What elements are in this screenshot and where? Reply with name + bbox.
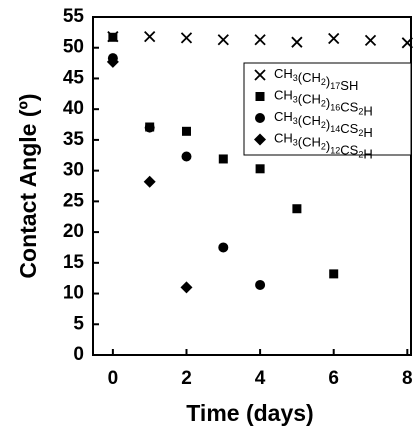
x-tick-label: 0: [108, 368, 119, 389]
y-tick-label: 15: [63, 252, 85, 273]
legend-label-part: 2: [321, 77, 326, 87]
x-tick-label: 6: [328, 368, 339, 389]
legend-label-part: ): [326, 139, 330, 154]
point: [254, 34, 266, 46]
y-tick-label: 10: [63, 283, 84, 304]
y-axis-title: Contact Angle (º): [15, 93, 41, 278]
point: [254, 69, 266, 81]
legend-label-part: H: [363, 104, 372, 119]
y-tick-label: 30: [63, 160, 84, 181]
legend-label-part: SH: [340, 78, 358, 93]
legend-label-part: (CH: [298, 92, 321, 107]
legend-label-part: H: [363, 147, 372, 162]
point: [329, 269, 339, 279]
point: [401, 37, 413, 49]
point: [217, 34, 229, 46]
legend-label-part: (CH: [298, 113, 321, 128]
point: [181, 151, 192, 162]
y-tick-label: 0: [73, 344, 84, 365]
point: [144, 31, 156, 43]
x-tick-label: 8: [402, 368, 413, 389]
legend-label-part: 2: [358, 150, 363, 160]
y-tick-label: 45: [63, 67, 85, 88]
y-tick-label: 50: [63, 37, 84, 58]
point: [180, 32, 193, 44]
legend-label-part: (CH: [298, 135, 321, 150]
point: [255, 113, 265, 123]
point: [108, 32, 118, 42]
point: [181, 126, 191, 136]
point: [328, 32, 340, 45]
legend-label-part: CH: [274, 66, 293, 81]
plot-frame: [92, 16, 412, 356]
legend-label-part: 3: [293, 73, 298, 83]
legend-label-part: ): [326, 96, 330, 111]
legend-label-part: 3: [293, 116, 298, 126]
legend-label: CH3(CH2)17SH: [274, 66, 358, 93]
legend-box: [243, 62, 412, 156]
legend-label-part: 2: [358, 128, 363, 138]
point: [255, 164, 265, 174]
legend-label-part: 2: [321, 142, 326, 152]
legend-label-part: 17: [330, 81, 340, 91]
point: [255, 279, 266, 290]
y-tick-label: 35: [63, 129, 85, 150]
x-axis-title: Time (days): [186, 400, 313, 426]
point: [144, 122, 155, 133]
point: [180, 281, 193, 294]
legend-label-part: ): [326, 74, 330, 89]
point: [254, 133, 266, 146]
legend-label-part: 16: [330, 103, 340, 113]
legend-label-part: 2: [321, 99, 326, 109]
y-tick-label: 5: [73, 313, 84, 334]
point: [218, 154, 228, 164]
x-tick-label: 4: [255, 368, 266, 389]
point: [255, 92, 265, 101]
y-tick-label: 40: [63, 98, 84, 119]
legend-label-part: CH: [274, 109, 293, 124]
legend-label-part: 3: [293, 138, 298, 148]
y-tick-label: 25: [63, 190, 85, 211]
legend-label-part: 14: [330, 124, 340, 134]
legend-label: CH3(CH2)12CS2H: [274, 131, 373, 162]
point: [143, 175, 156, 188]
legend-label-part: 12: [330, 146, 340, 156]
legend-label-part: CS: [340, 143, 358, 158]
y-tick-label: 20: [63, 221, 84, 242]
legend-label-part: (CH: [298, 70, 321, 85]
y-tick-label: 55: [63, 6, 85, 27]
point: [364, 34, 377, 46]
legend-label-part: CH: [274, 131, 293, 146]
legend-label-part: ): [326, 117, 330, 132]
point: [218, 242, 229, 253]
legend-label-part: CS: [340, 100, 358, 115]
legend-label-part: H: [363, 125, 372, 140]
point: [106, 55, 119, 68]
legend-label: CH3(CH2)16CS2H: [274, 88, 373, 119]
legend-label-part: 2: [321, 120, 326, 130]
point: [292, 204, 302, 214]
legend-label-part: CS: [340, 121, 358, 136]
legend-label-part: CH: [274, 88, 293, 103]
point: [291, 36, 303, 48]
x-tick-label: 2: [181, 368, 192, 389]
legend-label: CH3(CH2)14CS2H: [274, 109, 373, 140]
legend-label-part: 3: [293, 95, 298, 105]
legend-label-part: 2: [358, 107, 363, 117]
